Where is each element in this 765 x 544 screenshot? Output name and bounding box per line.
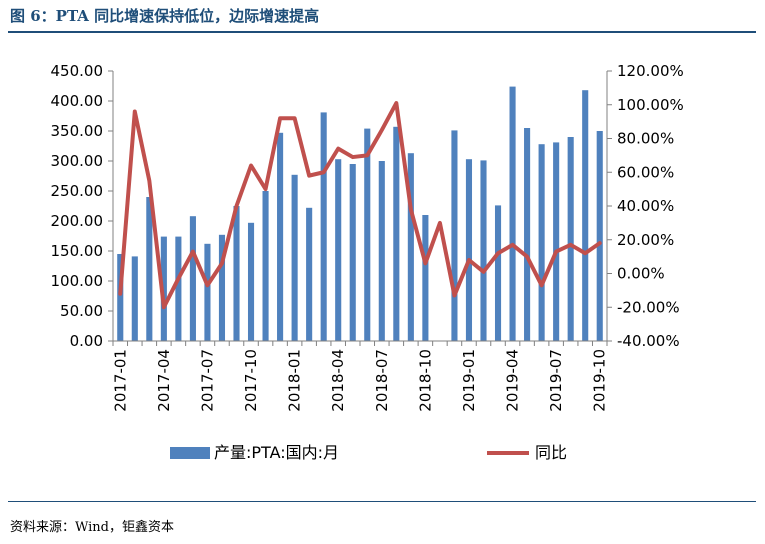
bar (451, 130, 458, 341)
bar (218, 234, 226, 341)
bar (422, 215, 429, 341)
left-tick-label: 0.00 (70, 332, 103, 350)
x-tick-label: 2018-01 (286, 349, 304, 412)
bar (393, 126, 400, 341)
legend-bar-label: 产量:PTA:国内:月 (214, 443, 339, 462)
bar (247, 222, 255, 341)
x-tick-label: 2019-07 (547, 349, 565, 412)
bar (364, 128, 371, 341)
right-tick-label: 80.00% (617, 130, 674, 148)
bar (465, 159, 473, 341)
right-tick-label: 120.00% (617, 62, 684, 80)
bar (538, 144, 545, 341)
bar (480, 160, 487, 341)
bar (524, 128, 531, 341)
bar-series (117, 86, 603, 342)
left-tick-label: 100.00 (51, 272, 104, 290)
bar (349, 164, 356, 341)
x-tick-label: 2018-10 (416, 349, 434, 412)
right-tick-label: 100.00% (617, 96, 684, 114)
x-tick-label: 2018-07 (373, 349, 391, 412)
right-tick-label: 40.00% (617, 197, 674, 215)
bar (335, 159, 342, 341)
x-tick-label: 2018-04 (329, 349, 347, 412)
left-tick-label: 400.00 (51, 92, 104, 110)
title-rule (8, 31, 756, 33)
right-tick-label: 0.00% (617, 265, 665, 283)
bar (117, 254, 124, 341)
line-series (118, 101, 602, 310)
right-tick-label: 20.00% (617, 231, 674, 249)
bar (320, 112, 327, 342)
right-tick-label: 60.00% (617, 163, 674, 181)
bar (567, 137, 574, 341)
source-note: 资料来源：Wind，钜鑫资本 (10, 520, 174, 535)
left-tick-label: 200.00 (51, 212, 104, 230)
bar (204, 243, 211, 341)
bar (233, 206, 240, 341)
bar (131, 256, 138, 341)
bar (494, 205, 502, 341)
x-tick-label: 2019-10 (591, 349, 609, 412)
x-tick-label: 2019-01 (460, 349, 478, 412)
figure-title: 图 6：PTA 同比增速保持低位，边际增速提高 (10, 7, 320, 25)
bar (146, 197, 153, 341)
bar (291, 174, 298, 341)
left-tick-label: 350.00 (51, 122, 104, 140)
x-tick-label: 2017-04 (155, 349, 173, 412)
bar (262, 191, 269, 341)
bar (277, 132, 284, 341)
x-tick-label: 2017-01 (111, 349, 129, 412)
x-tick-label: 2017-07 (198, 349, 216, 412)
footer-rule (8, 501, 756, 502)
bar (175, 236, 182, 341)
bar (553, 142, 560, 341)
legend: 产量:PTA:国内:月 同比 (170, 443, 567, 462)
left-tick-label: 250.00 (51, 182, 104, 200)
yoy-line (118, 101, 602, 310)
axes: 0.00 50.00 100.00 150.00 200.00 250.00 300.00 3… (51, 62, 684, 412)
bar (306, 207, 313, 341)
bar (189, 216, 196, 341)
x-tick-label: 2017-10 (242, 349, 260, 412)
bar (582, 90, 589, 341)
left-tick-label: 150.00 (51, 242, 104, 260)
bar (407, 153, 414, 341)
left-tick-label: 450.00 (51, 62, 104, 80)
bar (378, 161, 385, 341)
legend-line-label: 同比 (535, 443, 567, 462)
right-tick-label: -20.00% (617, 298, 680, 316)
left-tick-label: 300.00 (51, 152, 104, 170)
bar (509, 86, 516, 341)
left-tick-label: 50.00 (60, 302, 103, 320)
legend-bar-swatch (170, 447, 210, 459)
x-tick-label: 2019-04 (504, 349, 522, 412)
bar (596, 131, 603, 341)
bar (160, 236, 167, 341)
right-tick-label: -40.00% (617, 332, 680, 350)
